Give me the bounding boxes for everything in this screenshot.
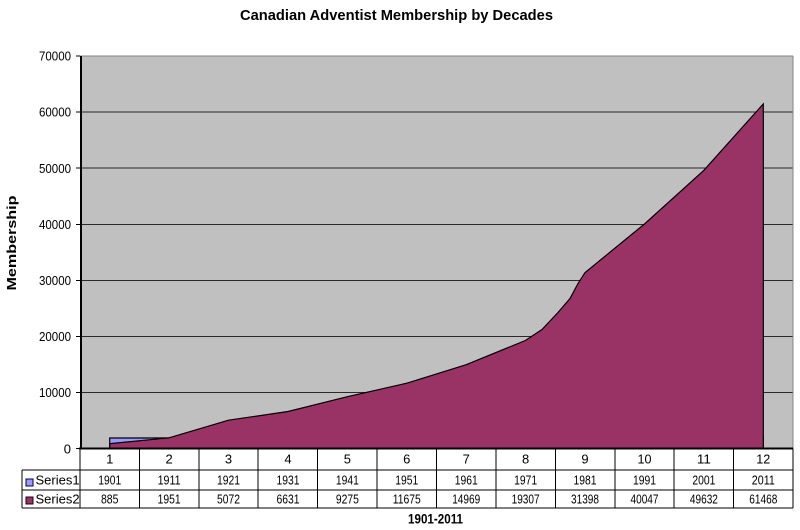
svg-text:40000: 40000 — [39, 217, 71, 232]
svg-text:1991: 1991 — [633, 473, 656, 488]
svg-text:11: 11 — [697, 452, 711, 467]
svg-text:6: 6 — [403, 452, 410, 467]
svg-text:1981: 1981 — [574, 473, 597, 488]
svg-text:885: 885 — [101, 492, 119, 507]
svg-text:1951: 1951 — [158, 492, 181, 507]
svg-text:40047: 40047 — [631, 492, 659, 507]
svg-text:7: 7 — [463, 452, 470, 467]
svg-text:1951: 1951 — [395, 473, 418, 488]
svg-text:61468: 61468 — [749, 492, 777, 507]
svg-text:11675: 11675 — [393, 492, 421, 507]
svg-text:10000: 10000 — [39, 385, 71, 400]
svg-text:60000: 60000 — [39, 105, 71, 120]
svg-text:1941: 1941 — [336, 473, 359, 488]
svg-text:5072: 5072 — [217, 492, 240, 507]
svg-text:2: 2 — [165, 452, 172, 467]
svg-text:5: 5 — [344, 452, 351, 467]
svg-text:50000: 50000 — [39, 161, 71, 176]
svg-text:1961: 1961 — [455, 473, 478, 488]
svg-text:49632: 49632 — [690, 492, 718, 507]
svg-text:0: 0 — [64, 441, 71, 456]
svg-text:2011: 2011 — [752, 473, 775, 488]
svg-text:1901-2011: 1901-2011 — [408, 512, 463, 527]
svg-text:6631: 6631 — [277, 492, 300, 507]
svg-text:9: 9 — [581, 452, 588, 467]
svg-text:19307: 19307 — [512, 492, 540, 507]
svg-text:1921: 1921 — [217, 473, 240, 488]
svg-text:8: 8 — [522, 452, 529, 467]
svg-text:12: 12 — [756, 452, 770, 467]
svg-text:Series2: Series2 — [36, 492, 80, 507]
svg-text:20000: 20000 — [39, 329, 71, 344]
svg-text:1901: 1901 — [98, 473, 121, 488]
svg-text:Canadian Adventist Membership: Canadian Adventist Membership by Decades — [240, 8, 553, 24]
svg-text:14969: 14969 — [452, 492, 480, 507]
svg-text:Membership: Membership — [4, 195, 19, 290]
svg-text:1: 1 — [106, 452, 113, 467]
svg-text:3: 3 — [225, 452, 232, 467]
svg-text:70000: 70000 — [39, 49, 71, 64]
svg-text:1971: 1971 — [514, 473, 537, 488]
svg-text:2001: 2001 — [692, 473, 715, 488]
svg-text:31398: 31398 — [571, 492, 599, 507]
svg-text:Series1: Series1 — [36, 473, 80, 488]
svg-text:9275: 9275 — [336, 492, 359, 507]
svg-text:1931: 1931 — [277, 473, 300, 488]
svg-text:10: 10 — [638, 452, 652, 467]
svg-text:30000: 30000 — [39, 273, 71, 288]
svg-text:1911: 1911 — [158, 473, 181, 488]
svg-text:4: 4 — [284, 452, 291, 467]
